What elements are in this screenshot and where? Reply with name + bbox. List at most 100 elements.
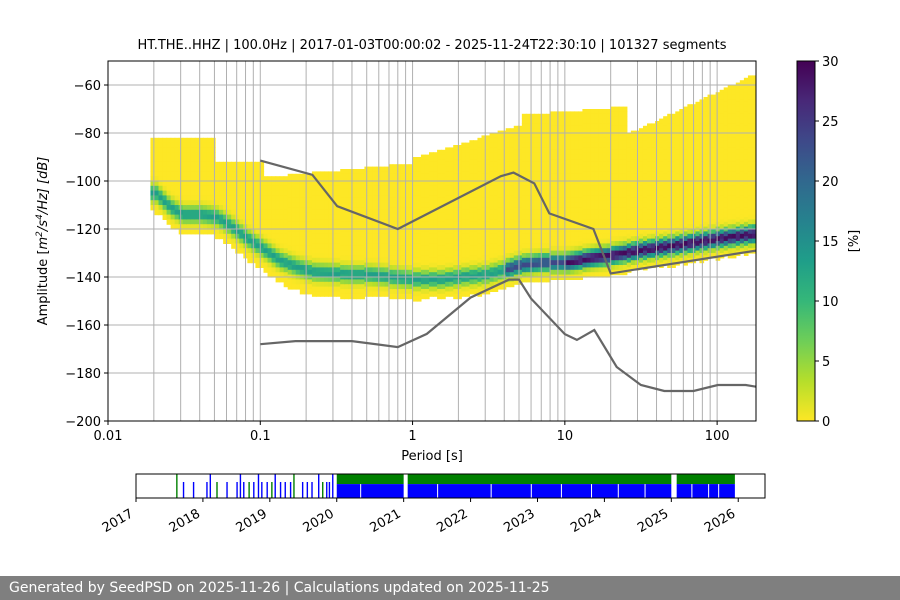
heat-cell — [352, 289, 357, 295]
heat-cell — [550, 250, 555, 256]
heat-cell — [614, 154, 620, 160]
heat-cell — [416, 253, 422, 259]
heat-cell — [396, 188, 402, 194]
heat-cell — [626, 248, 632, 254]
heat-cell — [291, 231, 297, 237]
heat-cell — [235, 190, 240, 196]
heat-cell — [396, 284, 402, 290]
heat-cell — [259, 176, 265, 182]
heat-cell — [485, 236, 491, 242]
heat-cell — [505, 229, 511, 235]
heat-cell — [542, 277, 547, 283]
heat-cell — [731, 181, 737, 187]
heat-cell — [295, 193, 301, 199]
heat-cell — [687, 209, 693, 216]
heat-cell — [400, 212, 406, 218]
heat-cell — [546, 243, 551, 249]
heat-cell — [687, 205, 693, 211]
heat-cell — [449, 171, 454, 177]
heat-cell — [453, 183, 458, 189]
heat-cell — [517, 202, 523, 208]
heat-cell — [299, 193, 305, 199]
heat-cell — [606, 176, 612, 182]
heat-cell — [392, 173, 398, 180]
heat-cell — [437, 149, 442, 156]
heat-cell — [150, 181, 156, 187]
heat-cell — [626, 181, 632, 187]
heat-cell — [279, 277, 285, 283]
heat-cell — [747, 75, 753, 81]
heat-cell — [336, 233, 341, 240]
heat-cell — [663, 197, 668, 204]
heat-cell — [735, 125, 741, 132]
heat-cell — [509, 200, 515, 206]
heat-cell — [219, 219, 224, 225]
heat-cell — [529, 142, 535, 148]
heat-cell — [227, 181, 232, 187]
heat-cell — [457, 169, 462, 175]
heat-cell — [477, 137, 483, 144]
heat-cell — [659, 200, 664, 206]
heat-cell — [695, 106, 701, 112]
heat-cell — [747, 157, 753, 163]
heat-cell — [751, 219, 756, 225]
heat-cell — [493, 171, 499, 177]
heat-cell — [380, 257, 386, 264]
heat-cell — [513, 245, 519, 252]
heat-cell — [400, 202, 406, 208]
heat-cell — [392, 193, 398, 199]
heat-cell — [610, 221, 616, 228]
heat-cell — [715, 121, 721, 127]
heat-cell — [719, 185, 725, 192]
heat-cell — [687, 195, 693, 201]
heat-cell — [731, 104, 737, 110]
timeline-frame — [135, 473, 766, 499]
heat-cell — [412, 291, 418, 297]
heat-cell — [517, 135, 523, 141]
heat-cell — [449, 214, 454, 220]
heat-cell — [352, 202, 357, 208]
heat-cell — [554, 149, 559, 156]
heat-cell — [457, 217, 462, 223]
heat-cell — [412, 233, 418, 240]
heat-cell — [550, 236, 555, 242]
heat-cell — [679, 257, 684, 264]
heat-cell — [429, 195, 434, 201]
heat-cell — [324, 272, 329, 278]
heat-cell — [202, 142, 208, 148]
heat-cell — [715, 164, 721, 170]
heat-cell — [433, 257, 438, 264]
heat-cell — [671, 118, 676, 124]
heat-cell — [521, 229, 527, 235]
heat-cell — [521, 267, 527, 273]
heat-cell — [626, 147, 632, 153]
heat-cell — [473, 260, 479, 266]
heat-cell — [618, 135, 624, 141]
heat-cell — [642, 260, 648, 266]
heat-cell — [671, 195, 676, 201]
heat-cell — [324, 248, 329, 254]
heat-cell — [655, 169, 660, 175]
heat-cell — [711, 104, 717, 110]
heat-cell — [570, 212, 575, 218]
heat-cell — [283, 205, 289, 211]
heat-cell — [315, 219, 321, 225]
heat-cell — [751, 152, 756, 158]
heat-cell — [602, 195, 608, 201]
heat-cell — [683, 116, 688, 122]
heat-cell — [659, 214, 664, 220]
heat-cell — [715, 183, 721, 189]
heat-cell — [679, 176, 684, 182]
heat-cell — [679, 229, 684, 235]
heat-cell — [328, 224, 333, 230]
heat-cell — [513, 164, 519, 170]
heat-cell — [546, 128, 551, 134]
heat-cell — [275, 272, 281, 278]
heat-cell — [663, 121, 668, 127]
heat-cell — [465, 157, 470, 163]
heat-cell — [723, 169, 729, 175]
timeline-data-tick — [318, 474, 320, 498]
heat-cell — [433, 176, 438, 182]
heat-cell — [687, 185, 693, 192]
heat-cell — [174, 181, 180, 187]
